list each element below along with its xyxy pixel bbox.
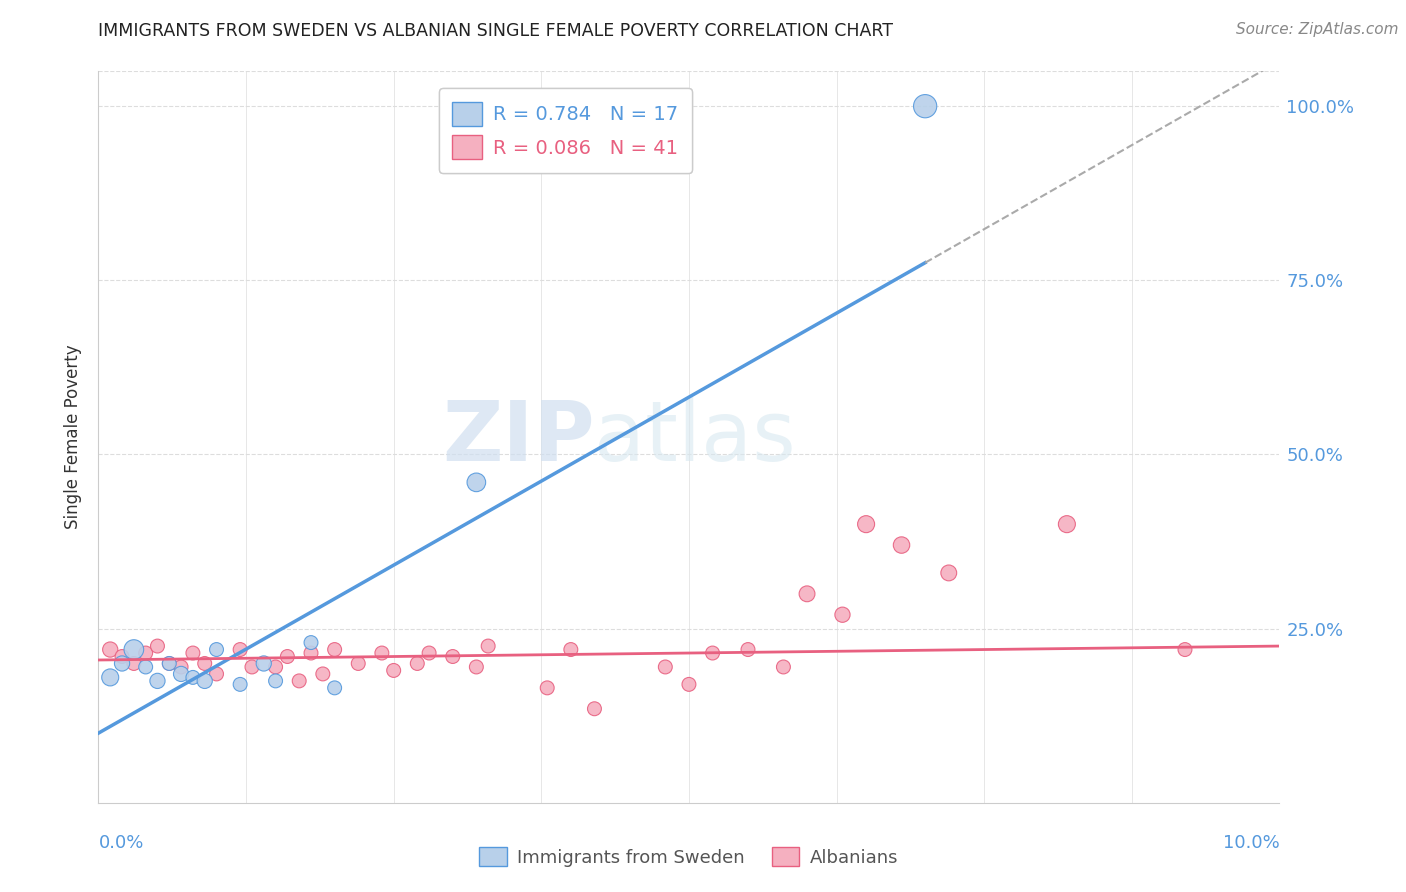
Point <box>135 660 157 674</box>
Point <box>122 642 145 657</box>
Point <box>831 607 853 622</box>
Point <box>465 475 488 490</box>
Point <box>371 646 394 660</box>
Text: ZIP: ZIP <box>441 397 595 477</box>
Point <box>418 646 440 660</box>
Legend: R = 0.784   N = 17, R = 0.086   N = 41: R = 0.784 N = 17, R = 0.086 N = 41 <box>439 88 692 173</box>
Point <box>170 667 193 681</box>
Point <box>122 657 145 671</box>
Point <box>406 657 429 671</box>
Point <box>157 657 180 671</box>
Point <box>796 587 818 601</box>
Point <box>135 646 157 660</box>
Point <box>276 649 298 664</box>
Point <box>560 642 582 657</box>
Point <box>98 670 121 684</box>
Point <box>772 660 794 674</box>
Point <box>288 673 311 688</box>
Point <box>111 657 134 671</box>
Text: 0.0%: 0.0% <box>98 834 143 852</box>
Point <box>157 657 180 671</box>
Point <box>855 517 877 532</box>
Point <box>914 99 936 113</box>
Point <box>1056 517 1078 532</box>
Text: 10.0%: 10.0% <box>1223 834 1279 852</box>
Point <box>583 702 606 716</box>
Point <box>702 646 724 660</box>
Point <box>194 657 217 671</box>
Point <box>229 642 252 657</box>
Point <box>382 664 405 678</box>
Point <box>240 660 263 674</box>
Point <box>441 649 464 664</box>
Text: IMMIGRANTS FROM SWEDEN VS ALBANIAN SINGLE FEMALE POVERTY CORRELATION CHART: IMMIGRANTS FROM SWEDEN VS ALBANIAN SINGL… <box>98 22 893 40</box>
Point <box>98 642 121 657</box>
Point <box>312 667 335 681</box>
Point <box>299 635 322 649</box>
Y-axis label: Single Female Poverty: Single Female Poverty <box>65 345 83 529</box>
Point <box>229 677 252 691</box>
Text: Source: ZipAtlas.com: Source: ZipAtlas.com <box>1236 22 1399 37</box>
Point <box>737 642 759 657</box>
Point <box>146 673 169 688</box>
Point <box>264 673 287 688</box>
Point <box>170 660 193 674</box>
Text: atlas: atlas <box>595 397 796 477</box>
Point <box>181 670 204 684</box>
Point <box>465 660 488 674</box>
Point <box>654 660 676 674</box>
Point <box>299 646 322 660</box>
Point <box>146 639 169 653</box>
Point <box>890 538 912 552</box>
Point <box>181 646 204 660</box>
Point <box>323 681 346 695</box>
Point <box>194 673 217 688</box>
Point <box>477 639 499 653</box>
Point <box>323 642 346 657</box>
Point <box>205 667 228 681</box>
Legend: Immigrants from Sweden, Albanians: Immigrants from Sweden, Albanians <box>472 840 905 874</box>
Point <box>253 657 276 671</box>
Point <box>205 642 228 657</box>
Point <box>1174 642 1197 657</box>
Point <box>678 677 700 691</box>
Point <box>938 566 960 580</box>
Point <box>264 660 287 674</box>
Point <box>347 657 370 671</box>
Point <box>111 649 134 664</box>
Point <box>536 681 558 695</box>
